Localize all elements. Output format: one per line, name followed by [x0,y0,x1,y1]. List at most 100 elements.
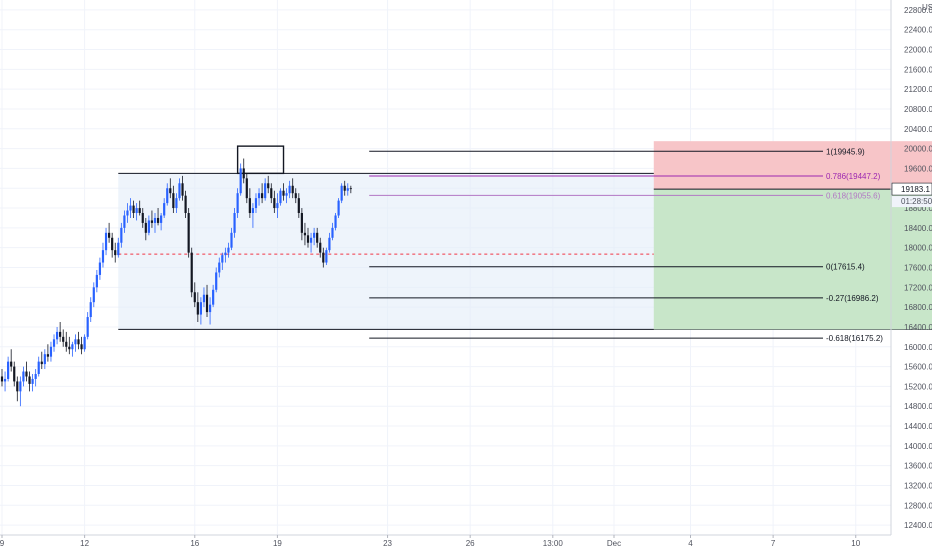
candle-body [212,289,215,305]
candle-body [156,217,160,223]
candle [156,208,160,226]
fib-levels[interactable]: 1(19945.9) 0.786(19447.2) 0.618(19055.6) 0(… [369,147,883,343]
candle [261,183,264,204]
candle [215,267,218,293]
price-tick-label: 21600.0 [904,65,932,74]
candle-body [264,183,267,199]
price-tick-label: 19600.0 [904,164,932,173]
price-tick-label: 14400.0 [904,422,932,431]
price-tick-label: 18400.0 [904,224,932,233]
candle [316,227,319,248]
candle-body [71,344,74,350]
candle-body [40,361,43,365]
time-tick-label: 9 [0,539,5,548]
candle [181,175,184,201]
candle [43,349,46,370]
candle [153,213,157,233]
candle [83,334,86,352]
candle-body [221,255,224,263]
candle-body [52,339,56,347]
candle [254,193,258,214]
candle [95,269,98,293]
currency-label: USD [922,3,932,12]
candle [306,227,310,248]
candle [297,193,300,218]
candle-body [218,262,221,273]
time-tick-label: 16 [190,539,199,548]
candle-body [0,376,4,382]
last-price-label: 19183.1 [901,185,930,194]
candle-body [166,188,169,204]
candle-body [163,203,166,216]
candle-body [89,302,92,318]
candle-body [294,193,297,199]
candle [273,190,276,214]
candle [135,203,138,221]
candle [303,222,307,246]
candle [346,183,349,196]
candle-body [74,339,77,345]
candle [0,369,4,387]
candle-body [108,232,111,238]
take-profit-zone[interactable] [653,189,932,330]
candle [80,336,83,355]
candle-body [288,185,291,194]
candle-body [104,232,108,251]
candle-body [120,227,123,243]
candle [77,331,80,350]
candle [98,257,102,280]
candle [328,232,331,253]
candle [126,203,129,223]
candle [224,247,227,263]
last-price-badge [891,182,932,196]
candle-body [270,188,273,199]
candle [288,180,291,199]
candle [242,158,245,184]
candle-body [37,361,40,375]
candle-body [98,262,102,275]
time-tick-label: 7 [771,539,776,548]
candle-body [297,198,300,214]
candle [349,185,352,194]
candle [166,183,169,206]
candle [175,193,178,214]
price-axis[interactable]: 22800.0 22400.0 22000.0 21600.0 21200.0 20800… [890,0,932,535]
candle [187,208,190,258]
candle-body [282,190,285,196]
candle [184,190,187,218]
candle-body [178,183,181,199]
candle [251,203,255,228]
candle-body [83,336,86,350]
candle [300,208,303,241]
candle-body [190,252,193,293]
candle [169,178,172,199]
candle [190,247,193,298]
candle [193,282,196,308]
candle [37,356,40,377]
candle [264,178,267,201]
candle-body [334,215,337,228]
candle-body [199,302,202,315]
highlight-box[interactable] [236,145,285,175]
candle-body [65,341,68,347]
candle [337,198,340,218]
candle [141,208,144,228]
price-tick-label: 15200.0 [904,382,932,391]
candle-body [114,250,117,256]
drawing-zones[interactable] [118,141,932,330]
price-tick-label: 14800.0 [904,402,932,411]
candle-body [132,205,135,214]
candle-body [245,178,248,199]
candle-body [267,183,270,189]
time-tick-label: 13:00 [543,539,564,548]
candle-body [129,205,132,211]
candle [230,227,233,251]
stop-loss-zone[interactable] [653,141,932,190]
candle-body [322,252,325,263]
candle [172,185,175,214]
price-tick-label: 20400.0 [904,125,932,134]
candle-body [251,208,255,214]
candle-body [77,339,80,345]
